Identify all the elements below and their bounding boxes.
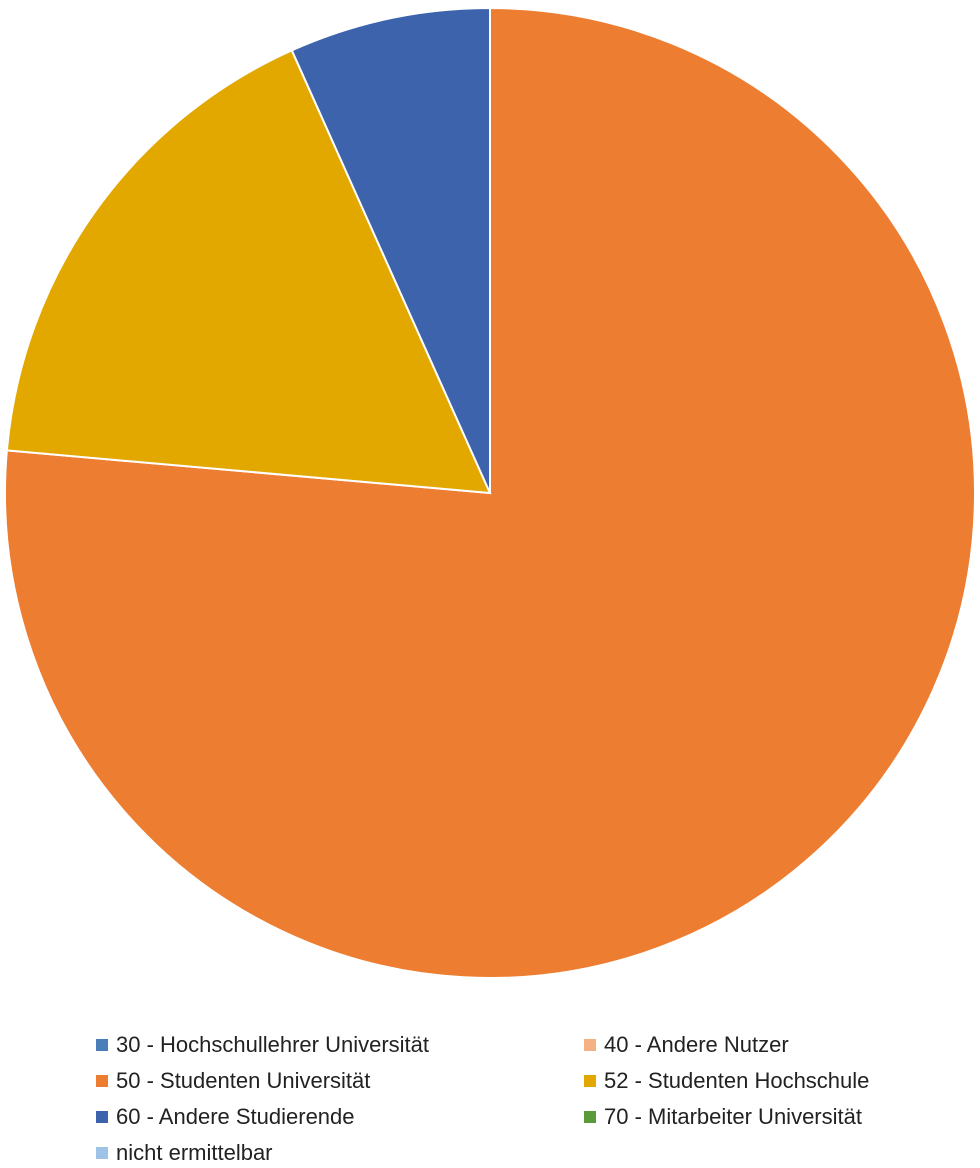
- legend-label: 60 - Andere Studierende: [116, 1104, 355, 1129]
- legend-item: 40 - Andere Nutzer: [584, 1032, 789, 1058]
- legend-item: 30 - Hochschullehrer Universität: [96, 1032, 429, 1058]
- legend-swatch: [584, 1039, 596, 1051]
- legend-item: nicht ermittelbar: [96, 1140, 273, 1166]
- legend-swatch: [584, 1075, 596, 1087]
- legend-item: 70 - Mitarbeiter Universität: [584, 1104, 862, 1130]
- legend-item: 60 - Andere Studierende: [96, 1104, 355, 1130]
- legend-swatch: [96, 1075, 108, 1087]
- legend-item: 50 - Studenten Universität: [96, 1068, 370, 1094]
- legend-swatch: [584, 1111, 596, 1123]
- legend-item: 52 - Studenten Hochschule: [584, 1068, 869, 1094]
- legend-swatch: [96, 1147, 108, 1159]
- pie-slice-2: [4, 6, 976, 979]
- legend-label: 40 - Andere Nutzer: [604, 1032, 789, 1057]
- legend-swatch: [96, 1111, 108, 1123]
- legend-label: 50 - Studenten Universität: [116, 1068, 371, 1093]
- pie-chart: [4, 6, 976, 979]
- pie-slice-4: [290, 6, 491, 494]
- legend-label: 70 - Mitarbeiter Universität: [604, 1104, 862, 1129]
- legend-swatch: [96, 1039, 108, 1051]
- legend-label: nicht ermittelbar: [116, 1140, 273, 1165]
- pie-slice-3: [5, 49, 492, 495]
- legend-label: 52 - Studenten Hochschule: [604, 1068, 870, 1093]
- legend-label: 30 - Hochschullehrer Universität: [116, 1032, 430, 1057]
